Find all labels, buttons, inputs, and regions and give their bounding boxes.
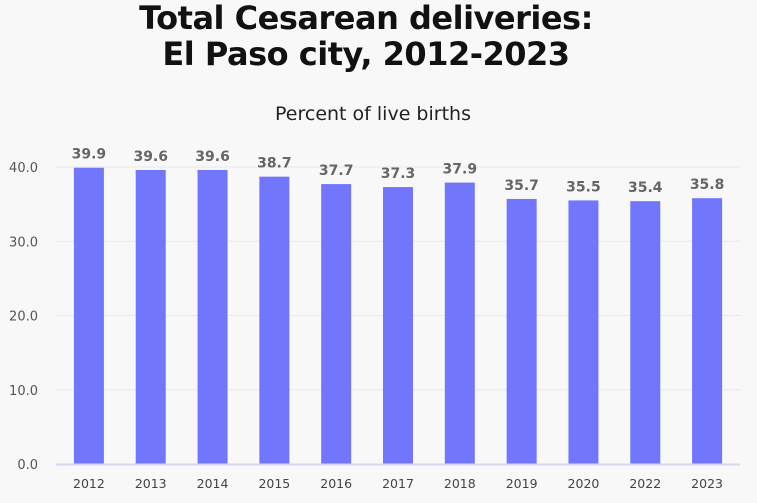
chart-title: Total Cesarean deliveries: El Paso city,… [0,0,732,72]
x-tick-label: 2015 [258,476,290,491]
bar [568,200,599,464]
chart-subtitle: Percent of live births [275,103,471,125]
data-label: 39.6 [133,149,168,165]
data-label: 35.7 [504,178,539,194]
bar [259,176,290,464]
x-tick-label: 2012 [73,476,105,491]
data-label: 35.4 [628,180,663,196]
y-tick-label: 10.0 [9,384,38,399]
bar [444,182,475,464]
bar [383,187,413,465]
bar [73,167,104,464]
x-tick-label: 2014 [197,476,229,491]
x-tick-label: 2016 [320,476,352,491]
y-tick-label: 30.0 [9,235,38,250]
y-tick-label: 20.0 [9,310,38,325]
data-label: 38.7 [257,156,292,172]
x-tick-label: 2023 [691,476,723,491]
data-label: 37.3 [381,166,416,182]
data-label: 35.5 [566,179,601,195]
data-label: 37.7 [319,163,354,179]
x-tick-label: 2013 [135,476,167,491]
y-tick-label: 40.0 [9,161,38,176]
bar [135,169,166,464]
bar [506,198,537,465]
bar [321,184,352,464]
x-tick-label: 2022 [629,476,661,491]
data-label: 39.9 [72,147,107,163]
x-tick-label: 2017 [382,476,414,491]
x-tick-label: 2020 [568,476,600,491]
data-label: 37.9 [443,162,478,178]
x-tick-label: 2018 [444,476,476,491]
data-label: 39.6 [195,149,230,165]
x-tick-label: 2019 [506,476,538,491]
chart-title-line-2: El Paso city, 2012-2023 [162,35,570,73]
bar [630,201,661,464]
chart-title-line-1: Total Cesarean deliveries: [139,0,593,37]
bar [197,169,228,464]
y-tick-label: 0.0 [17,458,38,473]
bar [692,198,723,464]
data-label: 35.8 [690,177,725,193]
